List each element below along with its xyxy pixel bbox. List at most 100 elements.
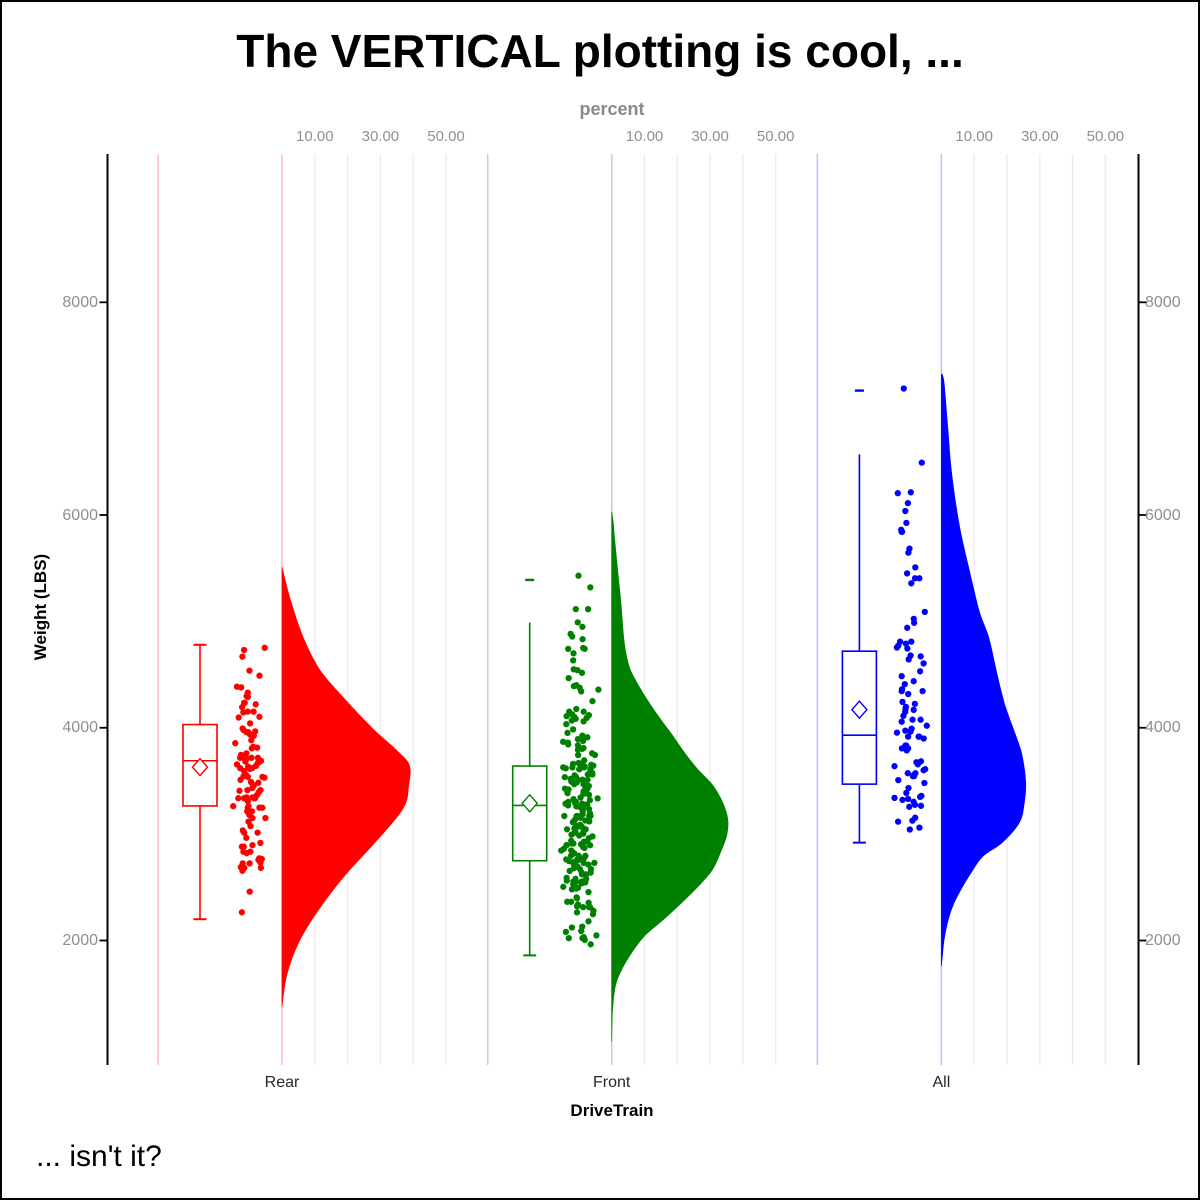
data-point-rear — [245, 818, 252, 825]
y-tick-label-right: 8000 — [1145, 293, 1181, 311]
data-point-all — [920, 660, 927, 667]
data-point-front — [595, 686, 602, 693]
data-point-front — [579, 776, 586, 783]
data-point-front — [578, 879, 585, 886]
data-point-front — [584, 776, 591, 783]
data-point-front — [580, 934, 587, 941]
data-point-front — [573, 705, 580, 713]
data-point-all — [905, 690, 912, 698]
data-point-front — [570, 657, 577, 664]
data-point-front — [587, 584, 594, 591]
data-point-front — [565, 857, 573, 865]
data-point-rear — [256, 672, 263, 679]
data-point-all — [920, 735, 927, 742]
scatter-all — [891, 385, 930, 833]
data-point-rear — [240, 646, 248, 654]
data-point-all — [913, 759, 920, 766]
data-point-front — [565, 645, 572, 653]
data-point-rear — [239, 725, 246, 732]
data-point-front — [571, 713, 578, 721]
mean-diamond-rear — [191, 757, 209, 777]
data-point-all — [902, 705, 909, 713]
mean-diamond-front — [521, 793, 539, 813]
data-point-rear — [236, 787, 243, 794]
data-point-front — [574, 735, 582, 743]
data-point-all — [907, 489, 914, 496]
data-point-front — [560, 883, 567, 890]
data-point-all — [895, 642, 902, 649]
data-point-front — [570, 666, 577, 673]
data-point-front — [563, 842, 570, 849]
data-point-front — [569, 819, 576, 826]
data-point-front — [567, 630, 574, 638]
data-point-front — [562, 928, 570, 936]
data-point-all — [895, 776, 902, 784]
data-point-all — [916, 824, 923, 831]
data-point-all — [903, 519, 910, 527]
data-point-front — [586, 812, 593, 820]
data-point-all — [910, 772, 918, 780]
data-point-front — [589, 697, 596, 705]
data-point-front — [574, 742, 582, 749]
data-point-rear — [237, 776, 244, 783]
data-point-all — [911, 700, 919, 708]
data-point-all — [900, 385, 907, 392]
data-point-front — [582, 852, 589, 859]
data-point-all — [904, 795, 912, 803]
data-point-front — [561, 785, 569, 792]
percent-tick-label: 30.00 — [691, 128, 729, 145]
data-point-front — [583, 801, 591, 808]
data-point-all — [911, 801, 919, 808]
data-point-front — [591, 859, 598, 867]
graph-title: The VERTICAL plotting is cool, ... — [236, 25, 964, 77]
data-point-all — [904, 645, 911, 652]
data-point-all — [912, 814, 919, 821]
data-point-front — [576, 832, 583, 839]
data-point-rear — [233, 761, 241, 768]
data-point-all — [894, 818, 902, 825]
data-point-rear — [243, 750, 250, 757]
data-point-rear — [255, 789, 262, 796]
data-point-all — [923, 722, 930, 729]
data-point-all — [908, 638, 915, 645]
data-point-all — [918, 792, 925, 800]
data-point-front — [568, 924, 576, 931]
data-point-front — [579, 623, 586, 630]
data-point-front — [564, 729, 571, 737]
data-point-rear — [243, 755, 250, 762]
data-point-rear — [244, 708, 251, 715]
data-point-rear — [246, 811, 253, 819]
data-point-rear — [257, 839, 264, 847]
data-point-front — [579, 732, 586, 739]
data-point-front — [593, 932, 600, 939]
data-point-all — [893, 729, 901, 736]
data-point-rear — [246, 667, 253, 674]
data-point-front — [594, 795, 601, 802]
data-point-rear — [256, 804, 263, 811]
data-point-front — [573, 803, 580, 810]
data-point-rear — [235, 795, 242, 802]
data-point-all — [916, 575, 923, 582]
data-point-rear — [257, 864, 265, 871]
data-point-front — [580, 744, 587, 752]
data-point-all — [898, 673, 905, 680]
data-point-front — [569, 850, 576, 858]
data-point-rear — [237, 751, 245, 759]
data-point-rear — [246, 765, 254, 772]
data-point-rear — [247, 848, 254, 855]
data-point-rear — [254, 759, 261, 767]
data-point-rear — [246, 888, 253, 895]
data-point-all — [899, 796, 906, 804]
data-point-front — [565, 798, 572, 806]
drivetrain-axis-label: DriveTrain — [570, 1101, 654, 1120]
percent-tick-label: 30.00 — [1021, 128, 1059, 145]
data-point-all — [905, 656, 912, 663]
violin-all — [941, 373, 1027, 967]
data-point-front — [573, 909, 581, 916]
data-point-front — [565, 674, 572, 682]
data-point-all — [899, 698, 906, 706]
data-point-all — [903, 570, 911, 577]
data-point-rear — [252, 701, 259, 708]
data-point-rear — [248, 754, 255, 761]
